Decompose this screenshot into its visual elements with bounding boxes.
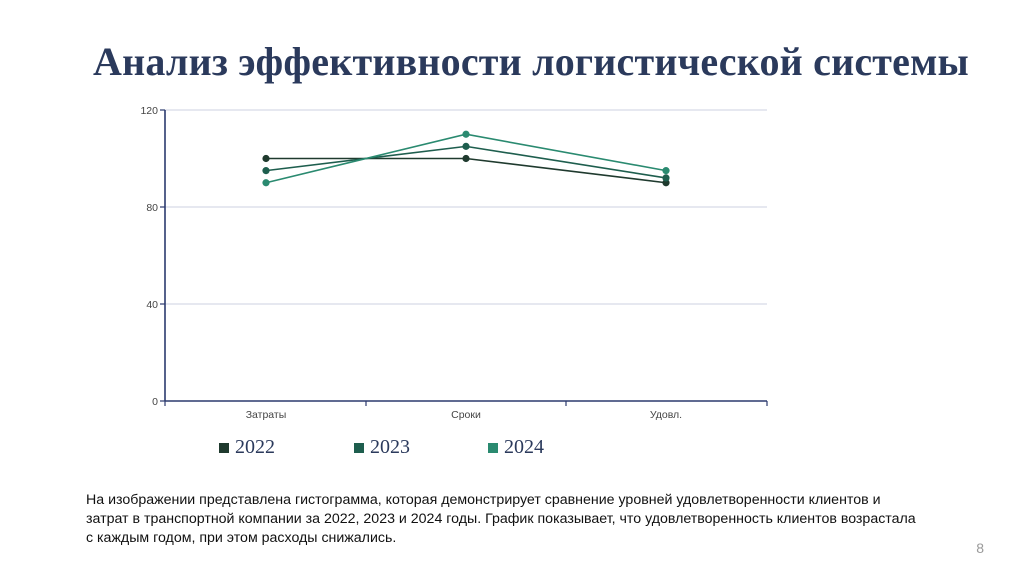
data-point-2022 [262, 154, 270, 163]
legend-item-2024: 2024 [488, 436, 544, 459]
legend-swatch [354, 442, 364, 453]
legend-label: 2022 [235, 436, 275, 458]
data-point-2024 [462, 130, 470, 138]
data-point-2023 [462, 142, 470, 150]
legend-label: 2023 [370, 436, 410, 458]
data-point-2023 [662, 174, 670, 182]
data-point-2024 [262, 179, 270, 187]
series-line-2022 [266, 157, 667, 184]
chart-gridlines [165, 109, 767, 305]
legend-label: 2024 [504, 436, 544, 458]
data-point-2024 [662, 167, 670, 175]
data-point-2022 [462, 154, 470, 163]
chart-series [262, 130, 670, 187]
x-tick-label: Затраты [246, 409, 287, 421]
legend-item-2022: 2022 [219, 436, 275, 459]
page-number: 8 [976, 540, 984, 556]
slide-title: Анализ эффективности логистической систе… [93, 39, 969, 84]
x-axis-ticks: Затраты Сроки Удовл. [246, 409, 682, 421]
legend-item-2023: 2023 [354, 436, 410, 459]
x-tick-label: Удовл. [650, 409, 682, 421]
legend-swatch [488, 442, 498, 453]
data-point-2023 [262, 167, 270, 175]
legend-swatch [219, 442, 229, 453]
y-tick-label: 40 [146, 299, 158, 311]
chart-axes [160, 109, 768, 406]
y-tick-label: 0 [152, 396, 158, 408]
series-line-2023 [265, 145, 667, 179]
y-tick-label: 120 [140, 105, 158, 117]
slide-description: На изображении представлена гистограмма,… [86, 492, 916, 546]
y-axis-ticks: 0 40 80 120 [140, 105, 158, 408]
x-tick-label: Сроки [451, 409, 481, 421]
y-tick-label: 80 [146, 202, 158, 214]
chart-legend: 2022 2023 2024 [0, 436, 1024, 466]
